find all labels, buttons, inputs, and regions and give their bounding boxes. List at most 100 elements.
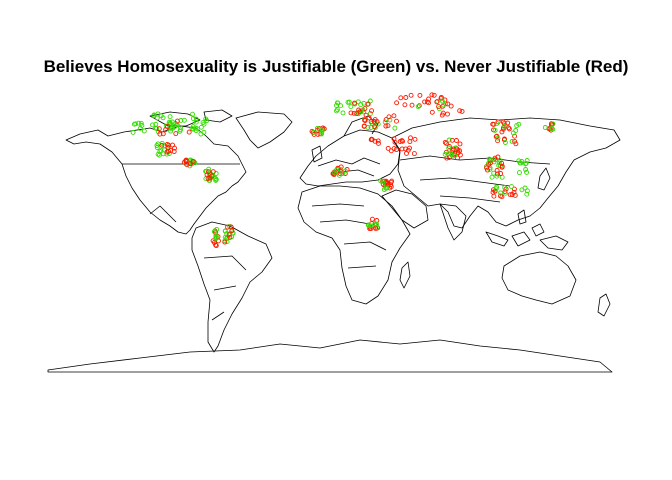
point-never-justifiable: [372, 124, 378, 130]
point-never-justifiable: [411, 151, 417, 157]
africa-outline: [297, 185, 411, 305]
point-never-justifiable: [484, 165, 490, 171]
point-justifiable: [453, 145, 459, 151]
point-never-justifiable: [392, 139, 398, 145]
point-never-justifiable: [376, 140, 381, 146]
point-justifiable: [337, 166, 343, 172]
point-never-justifiable: [400, 138, 406, 144]
point-justifiable: [335, 100, 341, 106]
point-justifiable: [550, 121, 556, 127]
point-never-justifiable: [494, 167, 500, 173]
point-never-justifiable: [429, 109, 435, 115]
point-never-justifiable: [222, 239, 228, 245]
point-justifiable: [189, 126, 195, 132]
point-justifiable: [214, 226, 220, 232]
point-justifiable: [361, 100, 367, 106]
point-justifiable: [523, 167, 529, 172]
point-never-justifiable: [227, 234, 233, 240]
point-never-justifiable: [391, 146, 397, 152]
point-justifiable: [514, 123, 520, 129]
point-justifiable: [492, 127, 498, 133]
point-never-justifiable: [398, 95, 404, 101]
point-never-justifiable: [375, 138, 381, 144]
point-justifiable: [190, 116, 196, 122]
point-justifiable: [381, 187, 387, 192]
point-justifiable: [446, 137, 452, 143]
point-justifiable: [494, 120, 500, 126]
point-justifiable: [374, 221, 379, 227]
point-justifiable: [366, 223, 372, 229]
point-never-justifiable: [362, 117, 368, 123]
point-never-justifiable: [365, 101, 371, 107]
point-justifiable: [542, 125, 548, 130]
point-justifiable: [502, 140, 508, 145]
point-justifiable: [346, 99, 352, 105]
point-never-justifiable: [369, 216, 375, 222]
point-justifiable: [192, 125, 198, 131]
point-never-justifiable: [499, 163, 505, 169]
uk-outline: [311, 145, 323, 163]
southeast-asia-islands: [485, 209, 545, 247]
south-america-inner: [203, 255, 247, 321]
point-justifiable: [509, 138, 515, 144]
point-justifiable: [516, 170, 522, 176]
point-never-justifiable: [210, 169, 216, 175]
point-justifiable: [382, 119, 388, 125]
point-justifiable: [442, 151, 448, 157]
point-never-justifiable: [160, 131, 166, 137]
point-justifiable: [340, 110, 346, 116]
australia-outline: [501, 251, 577, 305]
point-never-justifiable: [165, 145, 171, 151]
point-never-justifiable: [443, 140, 449, 146]
point-justifiable: [154, 145, 160, 150]
point-never-justifiable: [506, 126, 512, 132]
point-justifiable: [334, 107, 340, 113]
point-never-justifiable: [500, 126, 506, 132]
point-justifiable: [502, 185, 508, 190]
point-never-justifiable: [499, 160, 505, 166]
point-justifiable: [523, 160, 529, 166]
point-justifiable: [168, 121, 174, 127]
point-never-justifiable: [228, 224, 234, 230]
point-justifiable: [436, 106, 442, 112]
point-justifiable: [509, 184, 514, 190]
point-never-justifiable: [311, 131, 317, 137]
point-justifiable: [375, 121, 381, 127]
point-justifiable: [319, 127, 325, 133]
point-never-justifiable: [487, 160, 493, 166]
africa-inner: [311, 203, 387, 269]
point-never-justifiable: [512, 138, 518, 144]
point-justifiable: [342, 168, 348, 174]
point-never-justifiable: [402, 102, 408, 108]
point-never-justifiable: [431, 92, 437, 98]
point-never-justifiable: [361, 123, 367, 129]
point-justifiable: [510, 130, 516, 136]
point-justifiable: [446, 145, 452, 151]
point-justifiable: [150, 122, 155, 128]
point-never-justifiable: [439, 112, 445, 118]
point-justifiable: [178, 124, 183, 130]
point-never-justifiable: [190, 159, 196, 164]
point-never-justifiable: [156, 126, 162, 132]
point-justifiable: [496, 160, 502, 166]
point-never-justifiable: [383, 117, 389, 123]
point-never-justifiable: [436, 104, 442, 110]
point-never-justifiable: [170, 142, 176, 148]
point-never-justifiable: [457, 141, 463, 147]
new-guinea-outline: [539, 235, 569, 251]
point-never-justifiable: [505, 120, 511, 126]
point-justifiable: [519, 159, 525, 164]
point-never-justifiable: [386, 114, 392, 120]
point-justifiable: [495, 135, 501, 141]
point-justifiable: [384, 185, 390, 191]
point-justifiable: [141, 128, 147, 134]
point-never-justifiable: [512, 192, 518, 198]
point-justifiable: [314, 125, 320, 131]
point-justifiable: [158, 113, 164, 119]
point-never-justifiable: [454, 138, 459, 143]
point-justifiable: [213, 236, 219, 241]
point-never-justifiable: [434, 99, 440, 105]
point-never-justifiable: [372, 117, 378, 123]
new-zealand-outline: [597, 293, 611, 317]
point-never-justifiable: [173, 131, 179, 137]
